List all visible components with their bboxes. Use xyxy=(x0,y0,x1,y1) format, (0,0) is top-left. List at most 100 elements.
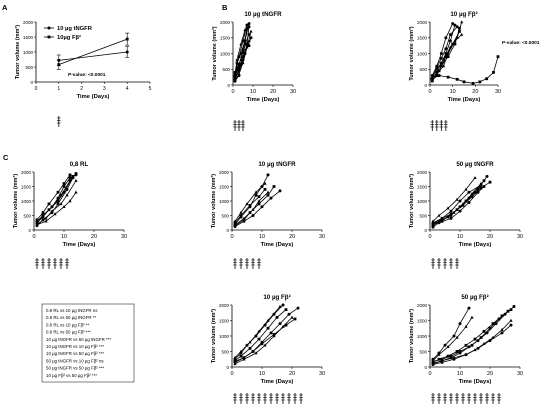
x-tick-label: 1 xyxy=(57,86,60,92)
data-point xyxy=(467,306,471,310)
data-point xyxy=(290,315,294,319)
data-point xyxy=(68,176,72,180)
data-point xyxy=(470,315,474,319)
chart-panel-3: 10 µg Fβ² 0 500 1000 1500 2000 0 10 20 30 Time (Da… xyxy=(408,11,540,131)
data-point xyxy=(35,218,39,222)
data-point xyxy=(263,343,267,347)
data-point xyxy=(479,186,483,190)
injection-syringe-icon xyxy=(449,393,453,404)
y-tick-label: 500 xyxy=(419,213,427,218)
injection-syringe-icon xyxy=(245,258,249,269)
data-point xyxy=(242,219,246,223)
y-tick-label: 1000 xyxy=(219,199,230,204)
injection-syringe-icon xyxy=(287,393,291,404)
chart-panel-5: 10 µg tNGFR 0 500 1000 1500 2000 0 10 20 30 Time (… xyxy=(210,161,325,269)
injection-syringe-icon xyxy=(431,258,435,269)
y-tick-label: 500 xyxy=(23,213,31,218)
data-point xyxy=(284,323,288,327)
legend-marker xyxy=(47,35,51,39)
statistics-line: 0.8 RL vs 10 µg Fβ² ** xyxy=(46,322,89,327)
chart-panel-8: 50 µg Fβ² 0 500 1000 1500 2000 0 10 20 30 Time (Da… xyxy=(408,294,523,404)
x-tick-label: 10 xyxy=(259,371,265,377)
series-line xyxy=(431,34,462,82)
data-point xyxy=(506,309,510,313)
x-tick-label: 30 xyxy=(319,371,325,377)
series-line xyxy=(432,56,499,84)
injection-syringe-icon xyxy=(47,258,51,269)
data-point xyxy=(485,174,489,178)
injection-syringe-icon xyxy=(59,258,63,269)
data-point xyxy=(74,171,78,175)
data-point xyxy=(233,362,237,366)
series-line xyxy=(36,192,77,226)
data-point xyxy=(467,200,471,204)
data-point xyxy=(496,55,500,59)
injection-syringe-icon xyxy=(275,393,279,404)
data-point xyxy=(471,82,475,85)
data-point xyxy=(473,337,477,341)
x-axis-label: Time (Days) xyxy=(459,379,492,385)
data-point xyxy=(233,76,237,80)
data-point xyxy=(431,359,435,362)
data-point xyxy=(446,354,450,358)
data-point xyxy=(233,355,237,359)
injection-syringe-icon xyxy=(430,120,435,131)
data-point xyxy=(239,354,243,358)
statistics-line: 0.8 RL vs 50 µg Fβ² *** xyxy=(46,330,91,335)
x-tick-label: 0 xyxy=(428,234,431,240)
data-point xyxy=(281,303,285,307)
data-point xyxy=(512,305,516,309)
data-point xyxy=(453,39,457,43)
y-tick-label: 0 xyxy=(30,80,33,85)
injection-syringe-icon xyxy=(479,393,483,404)
statistics-line: 10 µg Fβ² vs 50 µg Fβ² *** xyxy=(46,373,97,378)
y-tick-label: 1000 xyxy=(23,50,34,55)
data-point xyxy=(482,179,486,183)
data-point xyxy=(241,55,245,59)
y-tick-label: 500 xyxy=(419,349,427,354)
data-point xyxy=(254,193,258,197)
chart-title: 0,8 RL xyxy=(70,161,89,168)
data-point xyxy=(241,61,245,65)
data-point xyxy=(439,56,443,60)
data-point xyxy=(479,183,483,187)
injection-syringe-icon xyxy=(491,393,495,404)
data-point xyxy=(491,322,495,325)
x-axis-label: Time (Days) xyxy=(261,379,294,385)
y-tick-label: 1500 xyxy=(23,35,34,40)
x-axis-label: Time (Days) xyxy=(247,97,280,103)
data-point xyxy=(284,308,288,312)
data-point xyxy=(266,190,270,194)
data-point xyxy=(437,352,441,356)
data-point xyxy=(266,173,270,177)
injection-syringe-icon xyxy=(257,393,261,404)
data-point xyxy=(269,196,273,200)
data-point xyxy=(62,182,66,185)
data-point xyxy=(56,196,60,200)
data-point xyxy=(451,42,455,46)
data-point xyxy=(56,199,60,203)
injection-syringe-icon xyxy=(233,258,237,269)
data-point xyxy=(458,26,461,30)
data-point xyxy=(62,205,66,208)
y-tick-label: 1500 xyxy=(417,36,428,41)
y-tick-label: 500 xyxy=(222,67,230,72)
series-line xyxy=(234,45,250,77)
data-point xyxy=(74,190,78,194)
injection-syringe-icon xyxy=(257,258,261,269)
data-point xyxy=(254,351,258,355)
data-point xyxy=(263,188,267,191)
x-tick-label: 20 xyxy=(487,371,493,377)
y-tick-label: 2000 xyxy=(417,303,428,308)
data-point xyxy=(446,51,450,55)
data-point xyxy=(437,357,441,361)
series-line xyxy=(234,25,248,73)
y-tick-label: 1500 xyxy=(219,184,230,189)
panel-letter: B xyxy=(222,3,228,12)
data-point xyxy=(464,343,468,347)
injection-syringe-icon xyxy=(431,393,435,404)
data-point xyxy=(251,214,255,217)
data-point xyxy=(65,193,69,197)
data-point xyxy=(266,318,270,322)
